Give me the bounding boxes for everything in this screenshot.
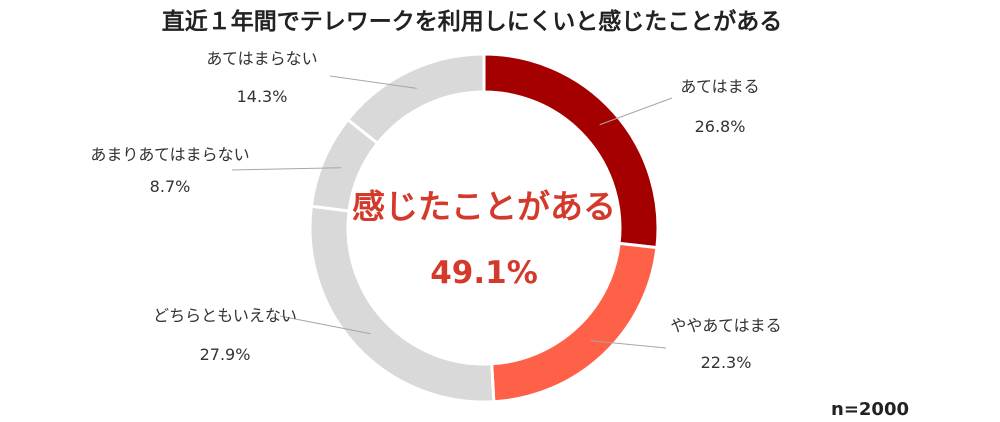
- category-name: あまりあてはまらない: [90, 145, 249, 164]
- category-value: 14.3%: [237, 87, 288, 106]
- category-label-0: あてはまる 26.8%: [680, 77, 759, 136]
- category-value: 22.3%: [701, 353, 752, 372]
- leader-line: [599, 97, 673, 126]
- center-value: 49.1%: [430, 255, 538, 291]
- category-name: あてはまらない: [206, 49, 317, 68]
- category-label-4: あてはまらない 14.3%: [206, 49, 317, 106]
- leader-line: [329, 75, 417, 89]
- category-value: 27.9%: [200, 345, 251, 364]
- donut-slices: [308, 52, 660, 404]
- leader-line: [231, 167, 342, 171]
- category-label-3: あまりあてはまらない 8.7%: [90, 145, 249, 196]
- category-value: 8.7%: [150, 177, 191, 196]
- center-label: 感じたことがある: [352, 187, 616, 226]
- donut-slice: [308, 204, 496, 404]
- leader-lines: [231, 75, 673, 349]
- category-name: あてはまる: [680, 77, 759, 96]
- leader-line: [279, 315, 371, 335]
- sample-size: n=2000: [831, 399, 909, 420]
- category-value: 26.8%: [695, 117, 746, 136]
- donut-slice: [345, 52, 486, 146]
- category-name: どちらともいえない: [153, 306, 297, 325]
- chart-title: 直近１年間でテレワークを利用しにくいと感じたことがある: [162, 8, 783, 35]
- leader-line: [590, 340, 667, 349]
- category-label-1: ややあてはまる 22.3%: [670, 316, 781, 372]
- category-name: ややあてはまる: [670, 316, 781, 335]
- category-label-2: どちらともいえない 27.9%: [153, 306, 297, 364]
